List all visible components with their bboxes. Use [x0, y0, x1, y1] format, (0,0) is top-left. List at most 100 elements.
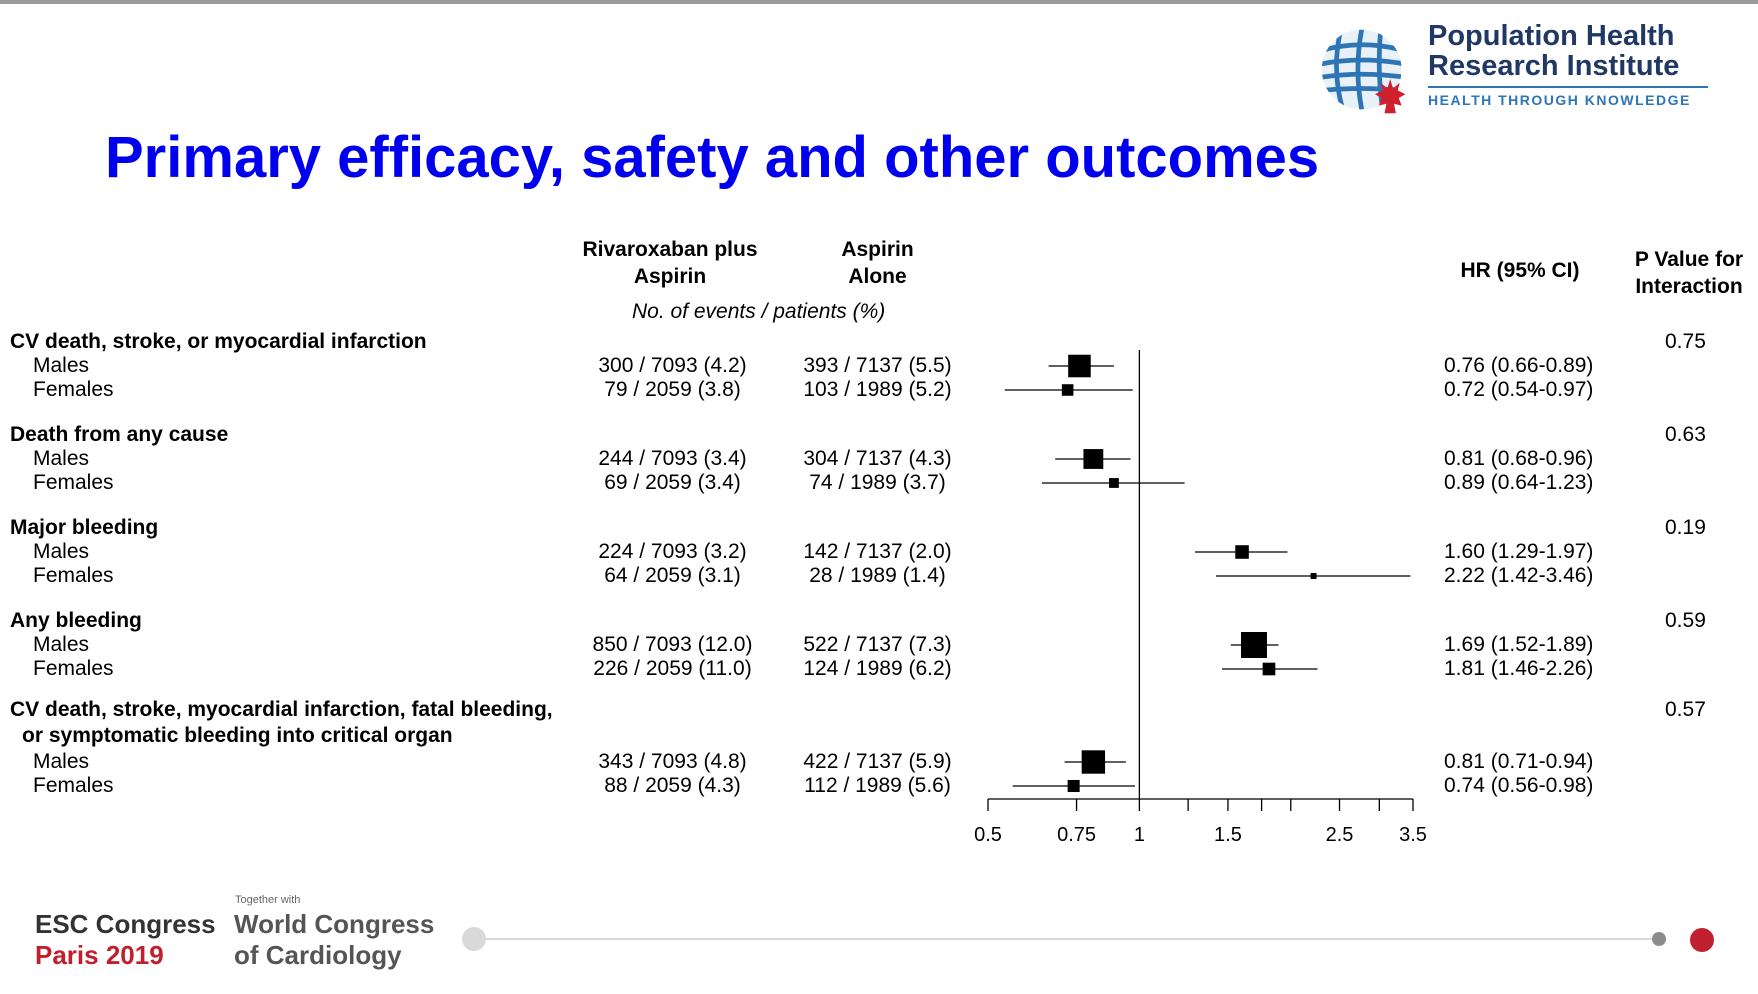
hr-ci: 2.22 (1.42-3.46) [1444, 564, 1594, 587]
x-tick-label: 2.5 [1326, 824, 1354, 846]
hr-ci: 0.74 (0.56-0.98) [1444, 774, 1594, 797]
aspirin-events: 393 / 7137 (5.5) [803, 354, 952, 377]
aspirin-events: 28 / 1989 (1.4) [809, 564, 946, 587]
outcome-row: CV death, stroke, or myocardial infarcti… [0, 330, 1758, 354]
aspirin-events: 103 / 1989 (5.2) [803, 378, 952, 401]
subgroup-row: Males 224 / 7093 (3.2) 142 / 7137 (2.0) … [0, 540, 1758, 564]
p-value: 0.63 [1665, 423, 1706, 446]
hr-ci: 0.89 (0.64-1.23) [1444, 471, 1594, 494]
subgroup-label: Males [33, 354, 90, 377]
subgroup-label: Females [33, 471, 114, 494]
together-with-label: Together with [235, 894, 301, 906]
subgroup-label: Males [33, 750, 90, 773]
subgroup-row: Females 226 / 2059 (11.0) 124 / 1989 (6.… [0, 657, 1758, 681]
subgroup-row: Females 69 / 2059 (3.4) 74 / 1989 (3.7) … [0, 471, 1758, 495]
aspirin-column-header: Aspirin Alone [800, 236, 955, 290]
subgroup-label: Females [33, 774, 114, 797]
subgroup-row: Males 850 / 7093 (12.0) 522 / 7137 (7.3)… [0, 633, 1758, 657]
outcome-label: CV death, stroke, or myocardial infarcti… [10, 330, 427, 353]
x-tick-label: 1 [1134, 824, 1145, 846]
x-tick-label: 3.5 [1399, 824, 1427, 846]
subgroup-label: Females [33, 657, 114, 680]
riva-header-line1: Rivaroxaban plus [582, 238, 758, 261]
p-value: 0.59 [1665, 609, 1706, 632]
logo-tagline: HEALTH THROUGH KNOWLEDGE [1428, 92, 1691, 108]
subgroup-row: Males 343 / 7093 (4.8) 422 / 7137 (5.9) … [0, 750, 1758, 774]
footer-dot-start [462, 927, 486, 951]
x-tick-label: 0.5 [974, 824, 1002, 846]
riva-events: 79 / 2059 (3.8) [604, 378, 741, 401]
outcome-label: Any bleeding [10, 609, 142, 632]
riva-events: 300 / 7093 (4.2) [598, 354, 747, 377]
phri-logo: Population Health Research Institute HEA… [1318, 20, 1738, 115]
subgroup-label: Males [33, 633, 90, 656]
aspirin-events: 112 / 1989 (5.6) [804, 774, 951, 797]
hr-column-header: HR (95% CI) [1460, 259, 1580, 282]
riva-events: 88 / 2059 (4.3) [604, 774, 741, 797]
subgroup-label: Females [33, 378, 114, 401]
x-tick-label: 0.75 [1057, 824, 1096, 846]
aspirin-header-line2: Alone [848, 265, 907, 288]
aspirin-events: 142 / 7137 (2.0) [803, 540, 952, 563]
outcome-row-continued: or symptomatic bleeding into critical or… [0, 724, 1758, 748]
footer-dot-grey [1652, 932, 1666, 946]
esc-congress-label: ESC Congress [35, 909, 216, 939]
riva-events: 69 / 2059 (3.4) [604, 471, 741, 494]
p-value: 0.19 [1665, 516, 1706, 539]
riva-column-header: Rivaroxaban plus Aspirin [555, 236, 785, 290]
top-border [0, 0, 1758, 4]
wcc-line1: World Congress [234, 909, 435, 939]
p-header-line1: P Value for [1634, 248, 1744, 271]
hr-ci: 1.81 (1.46-2.26) [1444, 657, 1594, 680]
subgroup-row: Males 244 / 7093 (3.4) 304 / 7137 (4.3) … [0, 447, 1758, 471]
p-value: 0.75 [1665, 330, 1706, 353]
slide-title: Primary efficacy, safety and other outco… [105, 125, 1320, 190]
footer-dot-red [1690, 928, 1714, 952]
subgroup-label: Males [33, 540, 90, 563]
p-value: 0.57 [1665, 698, 1706, 721]
riva-header-line2: Aspirin [633, 265, 707, 288]
riva-events: 343 / 7093 (4.8) [598, 750, 747, 773]
outcome-label: CV death, stroke, myocardial infarction,… [10, 698, 553, 721]
p-column-header: P Value for Interaction [1630, 246, 1748, 300]
riva-events: 244 / 7093 (3.4) [598, 447, 747, 470]
outcome-row: Death from any cause 0.63 [0, 423, 1758, 447]
x-tick-label: 1.5 [1214, 824, 1242, 846]
outcome-label: Major bleeding [10, 516, 159, 539]
aspirin-events: 422 / 7137 (5.9) [803, 750, 952, 773]
aspirin-events: 124 / 1989 (6.2) [803, 657, 952, 680]
hr-ci: 0.81 (0.71-0.94) [1444, 750, 1594, 773]
riva-events: 226 / 2059 (11.0) [593, 657, 752, 680]
riva-events: 850 / 7093 (12.0) [592, 633, 753, 656]
wcc-line2: of Cardiology [234, 940, 402, 970]
logo-rule [1428, 86, 1708, 88]
esc-city-label: Paris 2019 [35, 940, 164, 970]
outcome-row: Major bleeding 0.19 [0, 516, 1758, 540]
riva-events: 64 / 2059 (3.1) [604, 564, 741, 587]
aspirin-header-line1: Aspirin [841, 238, 914, 261]
subgroup-row: Females 64 / 2059 (3.1) 28 / 1989 (1.4) … [0, 564, 1758, 588]
p-header-line2: Interaction [1635, 275, 1743, 298]
hr-ci: 0.81 (0.68-0.96) [1444, 447, 1594, 470]
hr-ci: 0.76 (0.66-0.89) [1444, 354, 1594, 377]
events-note: No. of events / patients (%) [632, 300, 886, 323]
subgroup-label: Males [33, 447, 90, 470]
subgroup-row: Females 79 / 2059 (3.8) 103 / 1989 (5.2)… [0, 378, 1758, 402]
aspirin-events: 74 / 1989 (3.7) [809, 471, 946, 494]
logo-line2: Research Institute [1428, 50, 1680, 82]
footer-line [475, 938, 1657, 940]
subgroup-row: Males 300 / 7093 (4.2) 393 / 7137 (5.5) … [0, 354, 1758, 378]
subgroup-row: Females 88 / 2059 (4.3) 112 / 1989 (5.6)… [0, 774, 1758, 798]
globe-icon [1321, 29, 1406, 114]
hr-ci: 1.69 (1.52-1.89) [1444, 633, 1594, 656]
logo-line1: Population Health [1428, 20, 1675, 52]
hr-ci: 1.60 (1.29-1.97) [1444, 540, 1594, 563]
subgroup-label: Females [33, 564, 114, 587]
hr-ci: 0.72 (0.54-0.97) [1444, 378, 1594, 401]
riva-events: 224 / 7093 (3.2) [598, 540, 747, 563]
outcome-label-line2: or symptomatic bleeding into critical or… [22, 724, 453, 747]
outcome-label: Death from any cause [10, 423, 229, 446]
outcome-row: Any bleeding 0.59 [0, 609, 1758, 633]
aspirin-events: 522 / 7137 (7.3) [803, 633, 952, 656]
outcome-row: CV death, stroke, myocardial infarction,… [0, 698, 1758, 722]
